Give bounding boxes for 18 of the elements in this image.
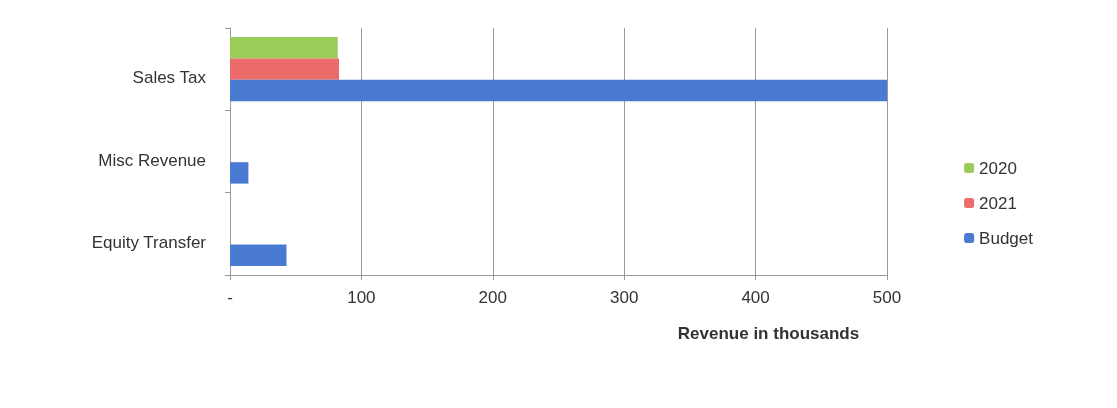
x-axis-title: Revenue in thousands — [677, 324, 860, 343]
x-tick-label: 500 — [872, 288, 902, 307]
bar — [230, 162, 249, 184]
x-tick-label: 400 — [741, 288, 770, 307]
x-tick-label: 200 — [478, 288, 507, 307]
x-tick-label: - — [227, 288, 233, 307]
y-tick-label: Misc Revenue — [98, 150, 206, 170]
x-tick-label: 300 — [610, 288, 639, 307]
legend-label: Budget — [979, 228, 1034, 248]
y-tick-label: Sales Tax — [132, 68, 207, 88]
bar — [230, 244, 287, 266]
legend-label: 2020 — [979, 158, 1017, 178]
legend-label: 2021 — [979, 193, 1017, 213]
bar — [230, 79, 887, 102]
bar — [230, 37, 338, 59]
x-tick-label: 100 — [347, 288, 376, 307]
y-tick-label: Equity Transfer — [91, 232, 207, 252]
bar — [230, 58, 340, 80]
